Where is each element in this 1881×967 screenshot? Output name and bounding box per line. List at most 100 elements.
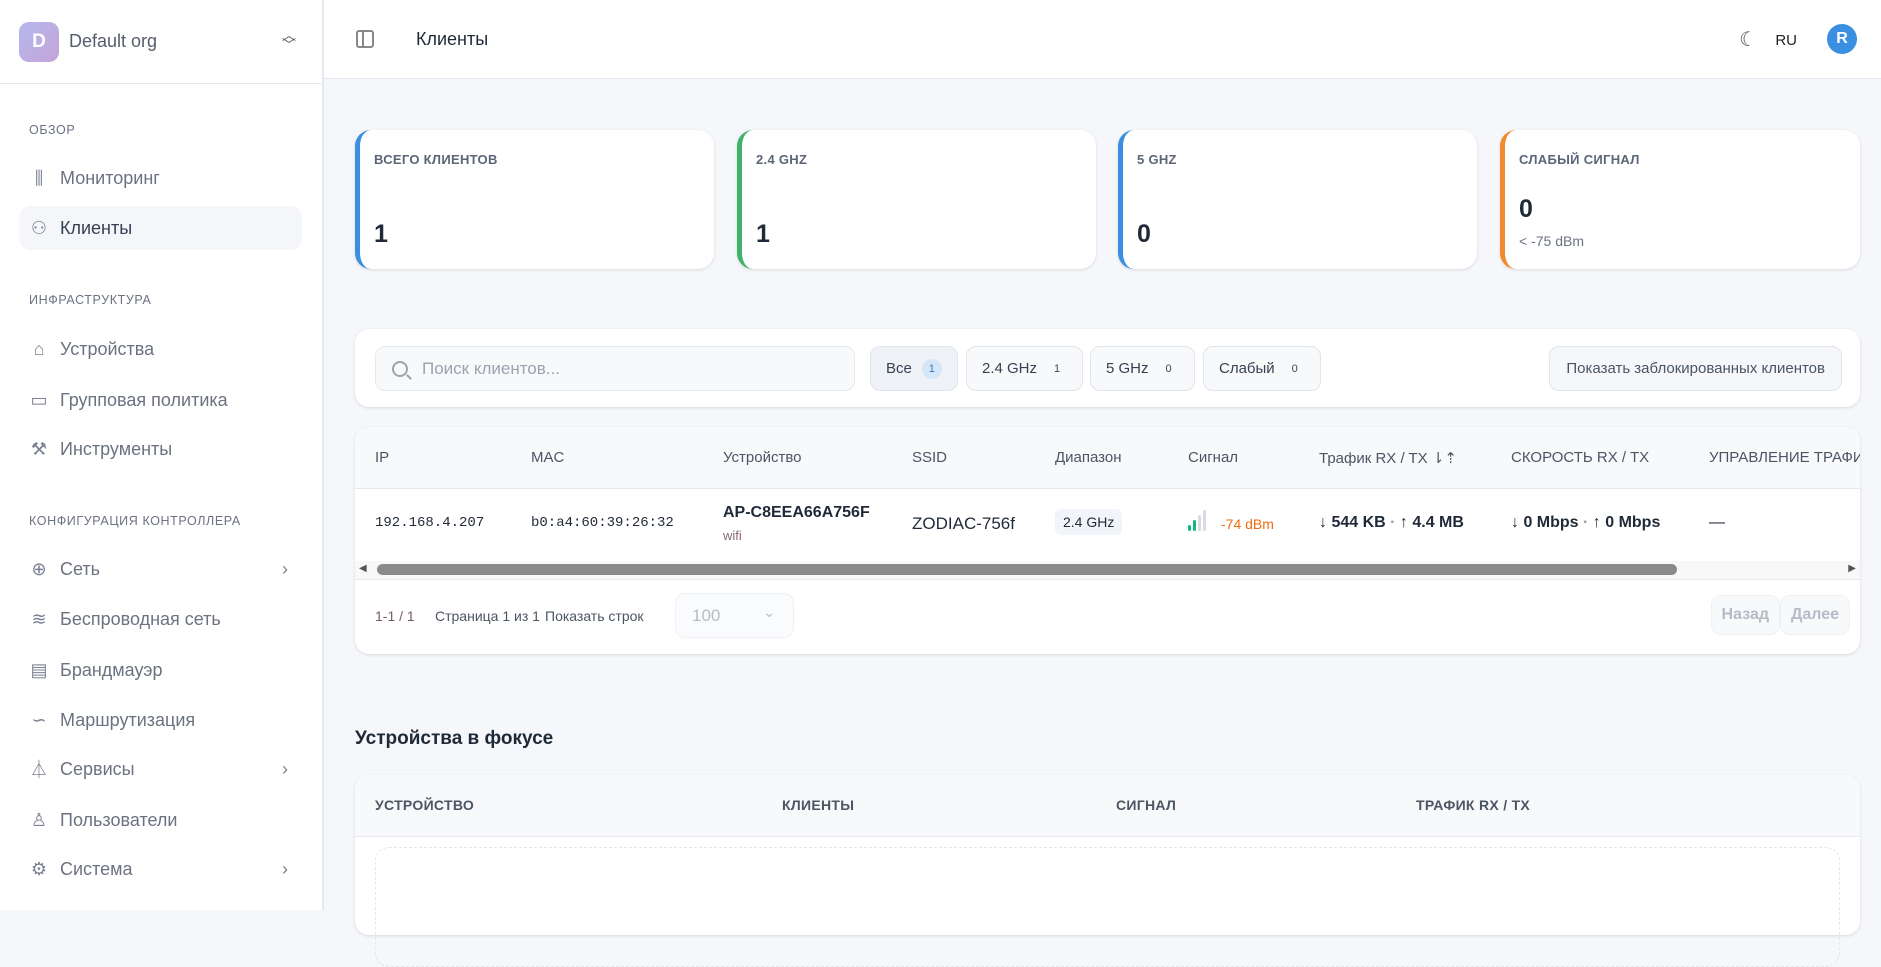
- sidebar-item-label: Маршрутизация: [60, 709, 196, 730]
- search-input[interactable]: Поиск клиентов...: [375, 346, 855, 391]
- flask-icon: ⏃: [30, 760, 48, 780]
- sidebar-item-label: Пользователи: [60, 809, 178, 830]
- sidebar-item-label: Клиенты: [60, 217, 133, 238]
- sidebar-item-label: Брандмауэр: [60, 659, 163, 680]
- chip-count: 1: [921, 358, 942, 379]
- user-icon: ♙: [30, 809, 48, 830]
- column-header[interactable]: СИГНАЛ: [1116, 797, 1177, 813]
- sidebar-item[interactable]: ⊕ Сеть ›: [19, 547, 302, 591]
- sidebar-item[interactable]: ⚙ Система ›: [19, 847, 302, 891]
- column-header[interactable]: ТРАФИК RX / TX: [1416, 797, 1531, 813]
- sidebar-item-label: Сервисы: [60, 758, 135, 779]
- scrollbar-thumb[interactable]: [377, 564, 1677, 575]
- chip-label: 5 GHz: [1106, 360, 1149, 377]
- sidebar-item[interactable]: ♙ Пользователи: [19, 798, 302, 842]
- cell-ip: 192.168.4.207: [375, 515, 485, 531]
- column-header[interactable]: Сигнал: [1188, 449, 1239, 466]
- stat-card: 5 GHZ 0: [1118, 130, 1477, 269]
- scroll-left-icon[interactable]: ◀: [359, 563, 367, 574]
- column-header[interactable]: SSID: [912, 449, 948, 466]
- chevron-right-icon: ›: [282, 858, 288, 879]
- page-title: Клиенты: [416, 29, 489, 49]
- clients-table: IP MAC Устройство SSID Диапазон Сигнал Трафик …: [355, 427, 1860, 654]
- cell-signal: -74 dBm: [1221, 516, 1274, 532]
- cell-device: AP-C8EEA66A756F: [723, 504, 870, 521]
- horizontal-scrollbar[interactable]: ◀ ▶: [355, 561, 1860, 579]
- page-text: Страница 1 из 1: [435, 608, 540, 624]
- show-blocked-button[interactable]: Показать заблокированных клиентов: [1549, 346, 1842, 391]
- column-header[interactable]: Диапазон: [1055, 449, 1122, 466]
- sidebar-item[interactable]: ⏃ Сервисы ›: [19, 747, 302, 791]
- gear-icon: ⚙: [30, 858, 48, 879]
- search-placeholder: Поиск клиентов...: [422, 358, 560, 378]
- next-button[interactable]: Далее: [1779, 595, 1850, 635]
- chip-count: 0: [1291, 362, 1298, 375]
- stat-label: 5 GHZ: [1137, 152, 1177, 167]
- column-header[interactable]: УСТРОЙСТВО: [375, 797, 475, 813]
- chevron-down-icon: ⌄: [763, 604, 775, 620]
- sidebar-item-label: Инструменты: [60, 438, 173, 459]
- band-badge: 2.4 GHz: [1055, 509, 1123, 535]
- search-icon: [392, 360, 408, 377]
- focus-title: Устройства в фокусе: [355, 728, 554, 749]
- chip-label: Все: [886, 360, 912, 377]
- cell-ssid: ZODIAC-756f: [912, 514, 1015, 533]
- sidebar-item-label: Устройства: [60, 338, 155, 359]
- prev-button[interactable]: Назад: [1710, 595, 1780, 635]
- separator: ·: [1578, 514, 1593, 531]
- users-icon: ⚇: [30, 217, 48, 238]
- chip-label: Слабый: [1219, 360, 1275, 377]
- table-header: IP MAC Устройство SSID Диапазон Сигнал Трафик …: [355, 427, 1860, 489]
- column-header[interactable]: Трафик RX / TX ⇂⇡: [1319, 450, 1457, 467]
- column-header[interactable]: КЛИЕНТЫ: [782, 797, 855, 813]
- rows-per-page-select[interactable]: 100 ⌄: [675, 593, 794, 638]
- file-icon: ▤: [30, 659, 48, 680]
- wrench-icon: ⚒: [30, 438, 48, 459]
- filter-chip[interactable]: Все 1: [870, 346, 958, 391]
- table-row[interactable]: 192.168.4.207 b0:a4:60:39:26:32 AP-C8EEA…: [355, 489, 1860, 561]
- sidebar-item[interactable]: ⚒ Инструменты: [19, 427, 302, 471]
- avatar[interactable]: R: [1827, 24, 1857, 54]
- bar-chart-icon: ⫼: [34, 167, 44, 188]
- route-icon: ∽: [31, 709, 47, 730]
- column-header[interactable]: СКОРОСТЬ RX / TX: [1511, 449, 1650, 466]
- cell-device-type: wifi: [723, 528, 742, 543]
- sidebar-item[interactable]: ⫼ Мониторинг: [19, 156, 302, 200]
- column-header[interactable]: УПРАВЛЕНИЕ ТРАФИ: [1709, 449, 1860, 466]
- range-text: 1-1 / 1: [375, 608, 415, 624]
- wifi-icon: ≋: [31, 608, 47, 629]
- scroll-right-icon[interactable]: ▶: [1848, 563, 1856, 574]
- sidebar-item[interactable]: ▤ Брандмауэр: [19, 648, 302, 692]
- org-switcher[interactable]: D Default org ︿ ﹀: [0, 0, 322, 84]
- moon-icon[interactable]: ☾: [1739, 29, 1757, 51]
- chevron-right-icon: ›: [282, 558, 288, 579]
- sidebar-item[interactable]: ∽ Маршрутизация: [19, 698, 302, 742]
- top-header: Клиенты ☾ RU R: [324, 0, 1881, 79]
- column-header[interactable]: IP: [375, 449, 390, 466]
- sidebar-item[interactable]: ⚇ Клиенты: [19, 206, 302, 250]
- filter-chip[interactable]: 5 GHz 0: [1090, 346, 1195, 391]
- sidebar-item[interactable]: ⌂ Устройства: [19, 327, 302, 371]
- sidebar-item[interactable]: ≋ Беспроводная сеть: [19, 597, 302, 641]
- stat-card: 2.4 GHZ 1: [737, 130, 1096, 269]
- sidebar-item-label: Сеть: [60, 558, 101, 579]
- sidebar: D Default org ︿ ﹀ ОБЗОР ⫼ Мониторинг ⚇ Клиент…: [0, 0, 324, 910]
- column-header[interactable]: Устройство: [723, 449, 802, 466]
- traffic-rx: ↓ 544 KB: [1319, 514, 1386, 531]
- separator: ·: [1385, 514, 1400, 531]
- stat-label: ВСЕГО КЛИЕНТОВ: [374, 152, 498, 167]
- sidebar-item[interactable]: ▭ Групповая политика: [19, 378, 302, 422]
- language-switch[interactable]: RU: [1775, 32, 1797, 49]
- signal-bar: [1193, 520, 1196, 531]
- speed-rx: ↓ 0 Mbps: [1511, 514, 1579, 531]
- sidebar-section-label: ОБЗОР: [29, 123, 76, 137]
- sidebar-toggle-icon[interactable]: [356, 30, 374, 48]
- column-header[interactable]: MAC: [531, 449, 565, 466]
- sidebar-item-label: Система: [60, 858, 133, 879]
- rows-value: 100: [692, 606, 721, 625]
- router-icon: ⌂: [33, 338, 45, 359]
- filter-chip[interactable]: Слабый 0: [1203, 346, 1321, 391]
- org-name: Default org: [69, 31, 158, 51]
- empty-state: [375, 847, 1840, 967]
- filter-chip[interactable]: 2.4 GHz 1: [966, 346, 1084, 391]
